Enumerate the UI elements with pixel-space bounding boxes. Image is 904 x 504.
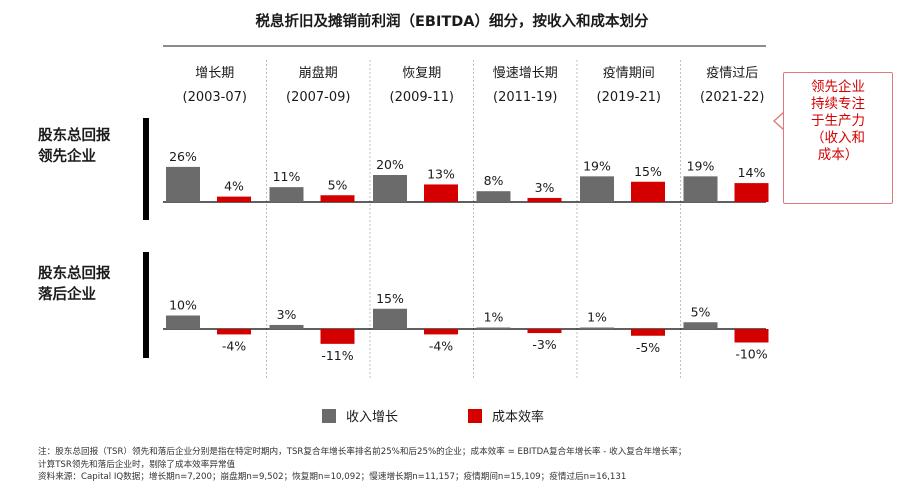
- callout-line-5: 成本）: [817, 147, 859, 163]
- category-name: 增长期: [195, 66, 234, 81]
- footnote: 注：股东总回报（TSR）领先和落后企业分别是指在特定时期内，TSR复合年增长率排…: [38, 446, 898, 484]
- data-label-cost: -11%: [321, 348, 353, 363]
- footnote-line-1: 注：股东总回报（TSR）领先和落后企业分别是指在特定时期内，TSR复合年增长率排…: [38, 447, 687, 457]
- row-label-laggards: 股东总回报 落后企业: [38, 264, 111, 306]
- data-label-cost: 5%: [328, 177, 348, 192]
- bar-revenue: [269, 187, 304, 202]
- data-label-revenue: 1%: [484, 310, 504, 325]
- data-label-cost: -10%: [735, 347, 767, 362]
- bar-revenue: [373, 308, 407, 329]
- legend-cost-swatch: [468, 408, 482, 423]
- bar-revenue: [580, 176, 614, 202]
- bar-revenue: [683, 322, 718, 329]
- data-label-revenue: 3%: [277, 307, 297, 322]
- data-label-revenue: 15%: [376, 291, 404, 306]
- row-label-leaders-line2: 领先企业: [38, 149, 96, 165]
- category-period: (2007-09): [286, 90, 350, 105]
- bar-cost: [320, 195, 355, 202]
- row-label-laggards-line2: 落后企业: [38, 287, 96, 303]
- data-label-cost: -4%: [429, 338, 453, 353]
- callout-line-2: 持续专注: [811, 96, 865, 112]
- data-label-cost: 13%: [427, 166, 455, 181]
- category-name: 疫情期间: [603, 65, 655, 81]
- row-bracket-laggards: [143, 252, 149, 358]
- callout-line-4: （收入和: [811, 130, 865, 146]
- bar-cost: [424, 184, 458, 202]
- bar-cost: [631, 181, 665, 202]
- footnote-line-3: 资料来源：Capital IQ数据；增长期n=7,200；崩盘期n=9,502；…: [38, 472, 627, 482]
- row-label-leaders-line1: 股东总回报: [38, 128, 111, 144]
- category-name: 慢速增长期: [493, 65, 558, 81]
- category-period: (2009-11): [390, 90, 454, 105]
- data-label-revenue: 5%: [691, 304, 711, 319]
- data-label-revenue: 19%: [583, 158, 611, 173]
- data-label-revenue: 11%: [273, 169, 301, 184]
- bar-cost: [320, 329, 355, 344]
- data-label-cost: 4%: [224, 179, 244, 194]
- bar-revenue: [373, 175, 407, 202]
- legend-revenue-label: 收入增长: [346, 410, 399, 425]
- bar-revenue: [476, 327, 511, 329]
- bar-cost: [217, 329, 251, 335]
- row-label-laggards-line1: 股东总回报: [38, 266, 111, 282]
- category-name: 崩盘期: [299, 65, 338, 81]
- legend-cost-label: 成本效率: [492, 410, 545, 425]
- category-name: 恢复期: [402, 66, 441, 81]
- category-period: (2019-21): [597, 90, 661, 105]
- bar-cost: [527, 329, 562, 334]
- data-label-revenue: 10%: [169, 298, 197, 313]
- data-label-cost: -4%: [222, 338, 246, 353]
- bar-cost: [631, 329, 665, 336]
- data-label-cost: 3%: [535, 180, 555, 195]
- legend-cost: 成本效率: [468, 406, 544, 425]
- bar-revenue: [269, 324, 304, 329]
- bar-revenue: [166, 315, 200, 329]
- category-period: (2021-22): [700, 90, 764, 105]
- row-label-leaders: 股东总回报 领先企业: [38, 126, 111, 168]
- bar-cost: [734, 329, 769, 343]
- bar-cost: [527, 197, 562, 202]
- bar-cost: [734, 183, 769, 202]
- bar-revenue: [580, 327, 614, 329]
- data-label-revenue: 20%: [376, 157, 404, 172]
- bar-cost: [217, 196, 251, 202]
- data-label-revenue: 26%: [169, 149, 197, 164]
- callout-box: 领先企业 持续专注 于生产力 （收入和 成本）: [783, 72, 893, 204]
- category-period: (2011-19): [493, 90, 557, 105]
- data-label-revenue: 8%: [484, 173, 504, 188]
- data-label-cost: 14%: [738, 165, 766, 180]
- bar-revenue: [683, 176, 718, 202]
- data-label-revenue: 1%: [587, 310, 607, 325]
- bar-revenue: [476, 191, 511, 202]
- category-name: 疫情过后: [706, 65, 758, 81]
- bar-revenue: [166, 166, 200, 202]
- bar-cost: [424, 329, 458, 335]
- callout-line-3: 于生产力: [811, 113, 865, 129]
- data-label-cost: 15%: [634, 164, 662, 179]
- callout-pointer-fill: [775, 113, 784, 129]
- data-label-revenue: 19%: [687, 158, 715, 173]
- data-label-cost: -3%: [532, 337, 556, 352]
- footnote-line-2: 计算TSR领先和落后企业时，剔除了成本效率异常值: [38, 459, 236, 470]
- callout-line-1: 领先企业: [811, 79, 865, 95]
- data-label-cost: -5%: [636, 340, 660, 355]
- row-bracket-leaders: [143, 118, 149, 220]
- category-period: (2003-07): [183, 90, 247, 105]
- legend-revenue-swatch: [322, 408, 336, 423]
- legend-revenue: 收入增长: [322, 406, 398, 425]
- chart-title: 税息折旧及摊销前利润（EBITDA）细分，按收入和成本划分: [255, 14, 649, 30]
